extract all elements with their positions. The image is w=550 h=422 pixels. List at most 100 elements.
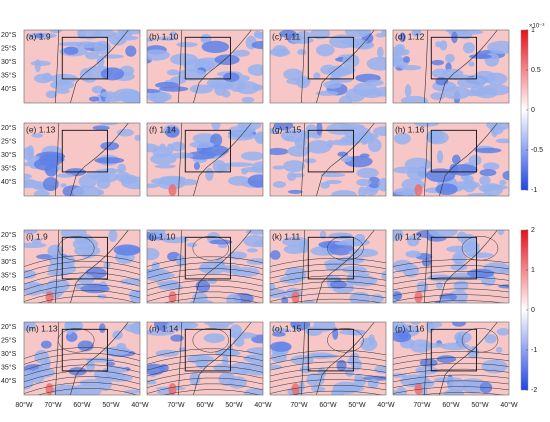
anomaly-patch [340, 135, 364, 144]
anomaly-patch [394, 43, 405, 52]
anomaly-patch [435, 282, 443, 289]
anomaly-patch [244, 388, 263, 395]
panel-label: (f) 1.14 [149, 124, 176, 134]
contour [270, 361, 386, 371]
anomaly-patch [478, 184, 495, 193]
panel-label: (a) 1.9 [26, 31, 51, 41]
anomaly-patch [468, 252, 494, 258]
anomaly-patch [320, 172, 346, 178]
contour [24, 347, 140, 359]
anomaly-patch [125, 45, 137, 57]
anomaly-patch [31, 133, 44, 138]
anomaly-patch [212, 159, 226, 173]
map-panel [147, 123, 263, 196]
contour [418, 300, 506, 303]
latitude-label: 30°S [1, 58, 17, 66]
anomaly-patch [33, 189, 50, 196]
anomaly-patch [446, 245, 474, 253]
anomaly-patch [393, 373, 408, 378]
anomaly-patch [96, 55, 105, 68]
anomaly-patch [334, 69, 352, 74]
anomaly-patch [104, 346, 131, 356]
anomaly-patch [60, 183, 67, 188]
strong-patch [168, 291, 177, 303]
anomaly-patch [442, 86, 471, 100]
anomaly-patch [330, 276, 341, 281]
anomaly-patch [431, 59, 445, 66]
region-box [307, 328, 354, 372]
anomaly-patch [329, 280, 347, 289]
longitude-label: 60°W [319, 401, 337, 409]
anomaly-patch [123, 323, 140, 333]
anomaly-patch [74, 233, 93, 245]
anomaly-patch [497, 230, 505, 236]
latitude-label: 40°S [1, 85, 17, 93]
longitude-label: 60°W [196, 401, 214, 409]
anomaly-patch [88, 96, 100, 102]
anomaly-patch [334, 241, 362, 246]
anomaly-patch [347, 357, 355, 365]
panel-frame [269, 122, 387, 197]
latitude-label: 35°S [1, 71, 17, 79]
contour [393, 386, 509, 394]
anomaly-patch [105, 361, 116, 367]
anomaly-patch [156, 281, 171, 286]
contour [37, 387, 139, 395]
anomaly-patch [449, 164, 478, 176]
anomaly-patch [246, 258, 263, 265]
anomaly-patch [72, 185, 102, 196]
contour [147, 256, 263, 267]
anomaly-patch [209, 239, 233, 245]
anomaly-patch [457, 30, 473, 40]
anomaly-patch [496, 327, 509, 336]
anomaly-patch [481, 84, 509, 96]
anomaly-patch [24, 230, 38, 234]
contour [147, 291, 263, 302]
anomaly-patch [166, 322, 192, 331]
anomaly-patch [147, 88, 161, 94]
anomaly-patch [227, 175, 251, 186]
colorbar-tick-label: 0 [531, 107, 535, 114]
anomaly-patch [147, 37, 155, 42]
anomaly-patch [272, 328, 291, 333]
panel-frame [23, 229, 141, 304]
anomaly-patch [336, 359, 347, 372]
contour [147, 268, 263, 279]
contour [24, 266, 140, 279]
anomaly-patch [117, 128, 134, 137]
anomaly-patch [320, 181, 330, 189]
anomaly-patch [243, 361, 263, 376]
anomaly-patch [189, 84, 214, 94]
anomaly-patch [208, 324, 230, 329]
contour [147, 360, 263, 371]
anomaly-patch [213, 363, 234, 372]
contour [393, 294, 509, 302]
anomaly-patch [189, 141, 215, 149]
coastline [55, 230, 60, 303]
anomaly-patch [441, 68, 464, 78]
anomaly-patch [227, 376, 248, 389]
anomaly-patch [452, 154, 461, 165]
region-box [61, 236, 108, 280]
colorbar-tick-label: 2 [531, 227, 535, 234]
latitude-label: 40°S [1, 178, 17, 186]
panel-label: (h) 1.16 [395, 124, 425, 134]
anomaly-patch [207, 278, 217, 284]
contour [147, 348, 263, 359]
anomaly-patch [40, 340, 52, 349]
anomaly-patch [303, 158, 317, 164]
anomaly-patch [24, 179, 37, 187]
contour [393, 374, 509, 383]
latitude-label: 20°S [1, 323, 17, 331]
coastline [55, 30, 60, 103]
anomaly-patch [147, 143, 160, 153]
colorbar-scale: ×10⁻³ [529, 24, 544, 30]
anomaly-patch [462, 42, 475, 54]
anomaly-patch [232, 49, 250, 57]
anomaly-patch [279, 30, 297, 38]
anomaly-patch [170, 334, 184, 342]
map-panel [147, 322, 263, 395]
anomaly-patch [452, 252, 467, 265]
anomaly-patch [229, 332, 257, 339]
anomaly-patch [436, 355, 457, 364]
